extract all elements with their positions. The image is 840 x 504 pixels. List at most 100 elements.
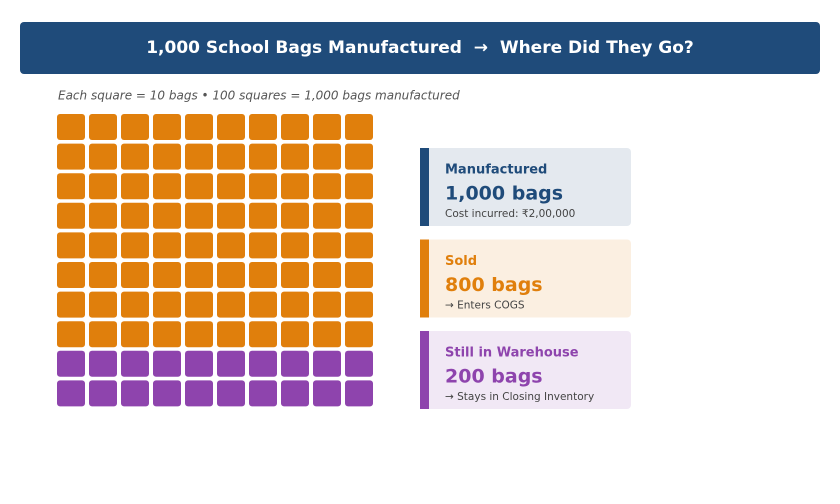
- waffle-square: [345, 143, 373, 170]
- waffle-square: [281, 321, 309, 348]
- waffle-square: [217, 173, 245, 200]
- waffle-square: [57, 380, 85, 407]
- waffle-square: [217, 232, 245, 259]
- waffle-square: [153, 114, 181, 140]
- waffle-square: [249, 232, 277, 259]
- waffle-square: [89, 143, 117, 170]
- waffle-square: [217, 143, 245, 170]
- waffle-square: [217, 262, 245, 288]
- waffle-square: [345, 291, 373, 318]
- card-value: 1,000 bags: [445, 183, 563, 205]
- waffle-square: [153, 232, 181, 259]
- waffle-square: [217, 202, 245, 229]
- waffle-square: [217, 350, 245, 377]
- waffle-square: [89, 380, 117, 407]
- waffle-square: [57, 114, 85, 140]
- waffle-square: [185, 173, 213, 200]
- waffle-square: [217, 321, 245, 348]
- waffle-square: [313, 350, 341, 377]
- waffle-square: [57, 350, 85, 377]
- waffle-square: [153, 143, 181, 170]
- waffle-square: [89, 173, 117, 200]
- card-bg: [420, 239, 631, 318]
- waffle-square: [345, 380, 373, 407]
- waffle-square: [89, 262, 117, 288]
- waffle-square: [249, 350, 277, 377]
- waffle-square: [313, 173, 341, 200]
- waffle-square: [217, 114, 245, 140]
- card-value: 200 bags: [445, 366, 543, 388]
- waffle-square: [89, 114, 117, 140]
- waffle-square: [313, 321, 341, 348]
- waffle-square: [249, 143, 277, 170]
- waffle-square: [249, 262, 277, 288]
- waffle-square: [185, 321, 213, 348]
- waffle-square: [121, 202, 149, 229]
- waffle-square: [89, 291, 117, 318]
- waffle-square: [313, 232, 341, 259]
- waffle-square: [281, 173, 309, 200]
- waffle-square: [57, 321, 85, 348]
- waffle-square: [249, 380, 277, 407]
- waffle-square: [121, 291, 149, 318]
- waffle-square: [57, 291, 85, 318]
- waffle-square: [249, 114, 277, 140]
- waffle-square: [185, 380, 213, 407]
- card-note: Cost incurred: ₹2,00,000: [445, 208, 575, 220]
- waffle-square: [185, 262, 213, 288]
- waffle-square: [249, 291, 277, 318]
- card-bg: [420, 148, 631, 226]
- waffle-square: [281, 291, 309, 318]
- waffle-square: [57, 173, 85, 200]
- waffle-square: [217, 291, 245, 318]
- waffle-square: [185, 291, 213, 318]
- waffle-square: [57, 202, 85, 229]
- waffle-square: [313, 114, 341, 140]
- waffle-square: [345, 262, 373, 288]
- waffle-square: [345, 202, 373, 229]
- waffle-square: [121, 321, 149, 348]
- waffle-square: [249, 202, 277, 229]
- waffle-square: [281, 232, 309, 259]
- waffle-square: [89, 321, 117, 348]
- waffle-square: [89, 202, 117, 229]
- waffle-square: [57, 143, 85, 170]
- waffle-square: [281, 350, 309, 377]
- waffle-square: [281, 202, 309, 229]
- chart-subtitle: Each square = 10 bags • 100 squares = 1,…: [58, 89, 460, 103]
- waffle-square: [57, 262, 85, 288]
- waffle-square: [121, 262, 149, 288]
- card-name: Still in Warehouse: [445, 346, 579, 361]
- waffle-square: [153, 350, 181, 377]
- waffle-square: [89, 232, 117, 259]
- card-bg: [420, 331, 631, 409]
- waffle-square: [121, 380, 149, 407]
- waffle-square: [121, 232, 149, 259]
- waffle-square: [153, 321, 181, 348]
- waffle-square: [121, 114, 149, 140]
- waffle-square: [153, 380, 181, 407]
- waffle-square: [313, 291, 341, 318]
- waffle-square: [185, 202, 213, 229]
- card-note: → Stays in Closing Inventory: [445, 391, 594, 403]
- card-accent: [420, 148, 429, 226]
- card-note: → Enters COGS: [445, 300, 525, 312]
- waffle-square: [313, 202, 341, 229]
- waffle-square: [153, 262, 181, 288]
- waffle-square: [345, 350, 373, 377]
- card-value: 800 bags: [445, 274, 543, 296]
- waffle-square: [313, 262, 341, 288]
- waffle-square: [153, 173, 181, 200]
- waffle-square: [185, 143, 213, 170]
- waffle-square: [281, 114, 309, 140]
- waffle-square: [345, 114, 373, 140]
- waffle-square: [281, 143, 309, 170]
- waffle-square: [281, 380, 309, 407]
- waffle-square: [345, 321, 373, 348]
- waffle-square: [313, 380, 341, 407]
- card-name: Sold: [445, 254, 477, 269]
- waffle-square: [121, 350, 149, 377]
- card-accent: [420, 239, 429, 318]
- waffle-square: [249, 173, 277, 200]
